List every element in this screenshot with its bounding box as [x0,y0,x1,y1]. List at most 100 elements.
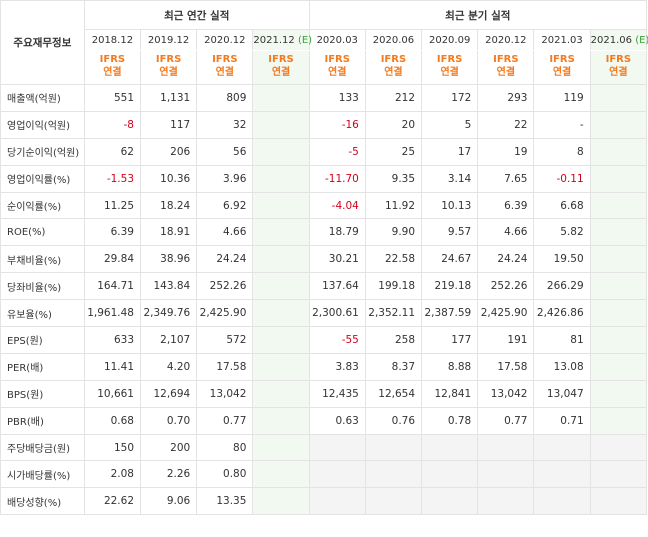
value-cell: 13.35 [196,487,254,516]
value-cell [533,487,591,516]
consolidated-label: 연결 [609,67,628,78]
consolidated-label: 연결 [440,67,459,78]
row-label: 시가배당률(%) [0,460,85,489]
value-cell: 572 [196,326,254,354]
value-cell: 266.29 [533,272,591,301]
row-label: 당기순이익(억원) [0,137,85,166]
consolidated-label: 연결 [159,67,178,78]
value-cell: 2,349.76 [139,299,198,328]
table-title: 주요재무정보 [0,0,85,85]
period-header: 2021.03 [533,29,591,51]
value-cell: 633 [83,326,142,354]
value-cell: 206 [139,137,198,166]
value-cell [421,487,479,516]
value-cell [252,84,310,112]
value-cell: -0.11 [533,164,591,193]
value-cell: -55 [308,326,366,354]
period-label: 2020.03 [316,34,358,46]
row-label: 매출액(억원) [0,84,85,112]
row-label: 당좌비율(%) [0,272,85,301]
value-cell: 258 [364,326,423,354]
ifrs-label: IFRS [380,54,407,65]
value-cell: 252.26 [196,272,254,301]
value-cell [477,487,535,516]
value-cell: 17.58 [196,352,254,381]
value-cell: 9.57 [421,218,479,247]
value-cell: 3.14 [421,164,479,193]
value-cell: -11.70 [308,164,366,193]
value-cell [589,379,648,408]
value-cell [252,379,310,408]
value-cell: 19 [477,137,535,166]
value-cell [589,84,648,112]
value-cell: 13,042 [477,379,535,408]
value-cell [589,487,648,516]
value-cell: 80 [196,433,254,462]
consolidated-label: 연결 [384,67,403,78]
value-cell [252,245,310,274]
value-cell: 10,661 [83,379,142,408]
value-cell: 29.84 [83,245,142,274]
value-cell: 4.66 [196,218,254,247]
value-cell: 38.96 [139,245,198,274]
basis-cell: IFRS 연결 [83,50,142,85]
value-cell: 219.18 [421,272,479,301]
value-cell [589,352,648,381]
value-cell [364,487,423,516]
value-cell [252,460,310,489]
value-cell: 12,694 [139,379,198,408]
ifrs-label: IFRS [212,54,238,65]
value-cell: 2,426.86 [533,299,591,328]
period-header: 2020.12 [196,29,254,51]
value-cell: 177 [421,326,479,354]
table-row: 배당성향(%) 22.62 9.06 13.35 [0,487,648,516]
value-cell: -8 [83,110,142,139]
table-row: EPS(원) 633 2,107 572 -55 258 177 191 81 [0,326,648,354]
value-cell: -5 [308,137,366,166]
quarter-header: 최근 분기 실적 [308,0,648,30]
value-cell [252,326,310,354]
value-cell [252,352,310,381]
value-cell: 32 [196,110,254,139]
basis-cell: IFRS 연결 [196,50,254,85]
row-label: BPS(원) [0,379,85,408]
value-cell [252,487,310,516]
value-cell [589,191,648,220]
period-header: 2018.12 [83,29,142,51]
value-cell [252,191,310,220]
period-label: 2021.06 [590,34,633,46]
value-cell: -4.04 [308,191,366,220]
period-label: 2021.03 [541,34,583,46]
value-cell: 0.80 [196,460,254,489]
period-header: 2020.12 [477,29,535,51]
value-cell: 6.39 [477,191,535,220]
estimate-mark: (E) [635,34,648,46]
row-label: 유보율(%) [0,299,85,328]
value-cell: 22.58 [364,245,423,274]
value-cell: 809 [196,84,254,112]
value-cell: 3.83 [308,352,366,381]
value-cell [533,433,591,462]
value-cell: 2.08 [83,460,142,489]
ifrs-label: IFRS [549,54,575,65]
value-cell: 13.08 [533,352,591,381]
period-label: 2021.12 [253,34,295,46]
value-cell [364,460,423,489]
value-cell: 4.20 [139,352,198,381]
value-cell: 12,435 [308,379,366,408]
value-cell: 81 [533,326,591,354]
value-cell: 18.79 [308,218,366,247]
value-cell: 0.70 [139,406,198,435]
ifrs-label: IFRS [605,54,632,65]
value-cell [589,272,648,301]
value-cell: 2,387.59 [421,299,479,328]
value-cell: 22 [477,110,535,139]
basis-cell: IFRS 연결 [252,50,310,85]
table-row: 주당배당금(원) 150 200 80 [0,433,648,462]
table-row: ROE(%) 6.39 18.91 4.66 18.79 9.90 9.57 4.66 5.82 [0,218,648,247]
estimate-mark: (E) [297,34,313,46]
value-cell: 0.77 [196,406,254,435]
value-cell: 0.63 [308,406,366,435]
ifrs-label: IFRS [99,54,126,65]
value-cell: 0.71 [533,406,591,435]
